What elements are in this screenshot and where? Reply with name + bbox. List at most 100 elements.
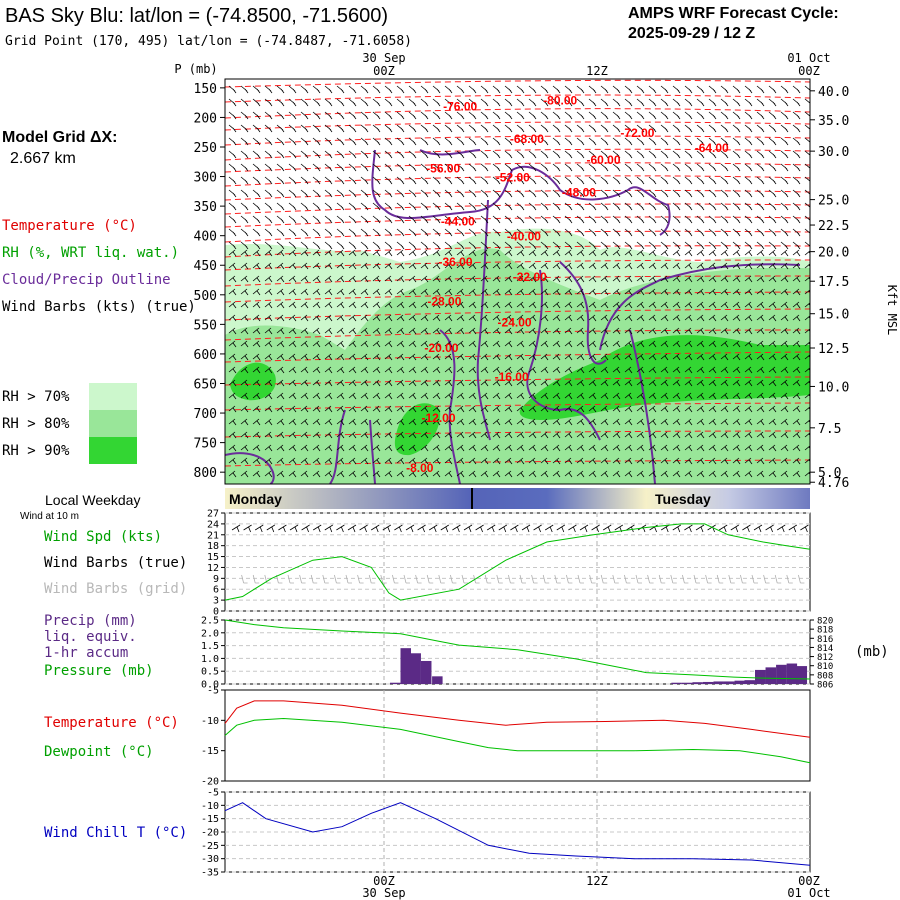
pressure-y2-axis: 806808810812814816818820 xyxy=(810,617,833,691)
wind-barb-true xyxy=(789,525,797,532)
wind-at-10m-label: Wind at 10 m xyxy=(20,511,79,522)
axis-tick-label: 12 xyxy=(207,563,219,574)
wind-barb-true xyxy=(302,525,310,532)
wind-barb-grid xyxy=(497,575,503,583)
axis-tick-label: 2.5 xyxy=(201,616,219,627)
wind-barb-grid xyxy=(300,575,306,583)
pressure-tick-label: 150 xyxy=(194,82,217,97)
pressure-tick-label: 250 xyxy=(194,141,217,156)
wind-barb-grid xyxy=(590,575,596,583)
isotherm-label: -72.00 xyxy=(620,126,654,140)
swatch-rh90 xyxy=(89,437,137,464)
wind-barbs-true xyxy=(232,525,808,532)
axis-tick-label: -10 xyxy=(201,716,219,727)
weekday-bar xyxy=(225,488,810,509)
precip-bar xyxy=(797,666,808,684)
axis-tick-label: 1.5 xyxy=(201,641,219,652)
axis-tick-label: 15 xyxy=(207,552,219,563)
legend-rh80: RH > 80% xyxy=(2,416,70,432)
wind-barb-true xyxy=(499,525,507,532)
kft-tick-label: 40.0 xyxy=(818,85,849,100)
legend-cloud: Cloud/Precip Outline xyxy=(2,272,171,288)
wind-barb-true xyxy=(592,525,600,532)
pressure-tick-label: 816 xyxy=(817,635,833,645)
wind-barb-grid xyxy=(323,575,329,583)
y-axis-label-pressure: P (mb) xyxy=(174,62,217,76)
precip-bar xyxy=(401,648,412,684)
axis-tick-label: 0.5 xyxy=(201,667,219,678)
local-weekday-label: Local Weekday xyxy=(45,492,140,508)
pressure-tick-label: 818 xyxy=(817,626,833,636)
axis-tick-label: 3 xyxy=(213,596,219,607)
axis-tick-label: -5 xyxy=(207,788,219,799)
top-date-left: 30 Sep xyxy=(362,51,405,65)
pressure-tick-label: 600 xyxy=(194,348,217,363)
temp-y-axis: -5-10-15-20 xyxy=(201,686,225,788)
temp-panel-frame xyxy=(225,690,810,781)
kft-tick-label: 30.0 xyxy=(818,145,849,160)
top-date-right: 01 Oct xyxy=(787,51,830,65)
wind-barb-true xyxy=(568,525,576,532)
wind-barb-grid xyxy=(358,575,364,583)
isotherm-label: -64.00 xyxy=(695,141,729,155)
wind-barb-grid xyxy=(601,575,607,583)
wind-barb-grid xyxy=(764,575,770,583)
model-grid-label: Model Grid ΔX: xyxy=(2,129,118,146)
kft-axis: 40.035.030.025.022.520.017.515.012.510.0… xyxy=(810,85,849,491)
legend-temperature: Temperature (°C) xyxy=(2,218,137,234)
wind-barb-grid xyxy=(671,575,677,583)
isotherm-label: -20.00 xyxy=(424,341,458,355)
wind-barb-grid xyxy=(439,575,445,583)
temperature-line xyxy=(225,701,810,737)
isotherm-label: -76.00 xyxy=(443,100,477,114)
legend-wind: Wind Barbs (kts) (true) xyxy=(2,299,196,315)
pressure-tick-label: 812 xyxy=(817,653,833,663)
isotherm-label: -44.00 xyxy=(441,214,475,228)
wind-barb-true xyxy=(777,525,785,532)
precip-bar xyxy=(421,661,432,684)
axis-tick-label: 21 xyxy=(207,530,219,541)
label-mb-unit: (mb) xyxy=(855,644,889,660)
windchill-line xyxy=(225,803,810,866)
forecast-cycle-value: 2025-09-29 / 12 Z xyxy=(628,25,755,42)
wind-barb-grid xyxy=(450,575,456,583)
axis-tick-label: 27 xyxy=(207,509,219,520)
wind-barb-true xyxy=(313,525,321,532)
axis-tick-label: -10 xyxy=(201,801,219,812)
precip-bar xyxy=(432,676,443,684)
isotherm-label: -40.00 xyxy=(507,230,541,244)
precip-bars xyxy=(390,648,807,684)
kft-tick-label: 7.5 xyxy=(818,422,841,437)
label-precip: Precip (mm) xyxy=(44,613,137,629)
wind-barb-grid xyxy=(532,575,538,583)
wind-barb-true xyxy=(557,525,565,532)
wind-barb-true xyxy=(696,525,704,532)
bottom-date-left: 30 Sep xyxy=(362,886,405,900)
wind-barb-true xyxy=(232,525,240,532)
axis-tick-label: -30 xyxy=(201,854,219,865)
wind-barb-true xyxy=(766,525,774,532)
wind-barb-grid xyxy=(717,575,723,583)
axis-tick-label: 18 xyxy=(207,541,219,552)
isotherm-label: -60.00 xyxy=(586,153,620,167)
wind-barb-true xyxy=(464,525,472,532)
kft-tick-label: 22.5 xyxy=(818,219,849,234)
wind-barb-true xyxy=(510,525,518,532)
isotherm-label: -24.00 xyxy=(498,315,532,329)
axis-tick-label: 6 xyxy=(213,585,219,596)
precip-bar xyxy=(766,667,777,684)
wind-speed-line xyxy=(225,524,810,600)
isotherm-label: -36.00 xyxy=(438,255,472,269)
label-windchill: Wind Chill T (°C) xyxy=(44,825,187,841)
precip-bar xyxy=(671,683,682,684)
wind-barb-grid xyxy=(520,575,526,583)
wind-barb-grid xyxy=(555,575,561,583)
pressure-tick-label: 700 xyxy=(194,407,217,422)
axis-tick-label: 1.0 xyxy=(201,654,219,665)
wind-y-axis: 0369121518212427 xyxy=(207,509,225,618)
label-1hr-accum: 1-hr accum xyxy=(44,645,128,661)
axis-tick-label: -15 xyxy=(201,746,219,757)
isotherm-label: -48.00 xyxy=(562,185,596,199)
wind-barb-true xyxy=(684,525,692,532)
isotherm-label: -8.00 xyxy=(406,461,434,475)
